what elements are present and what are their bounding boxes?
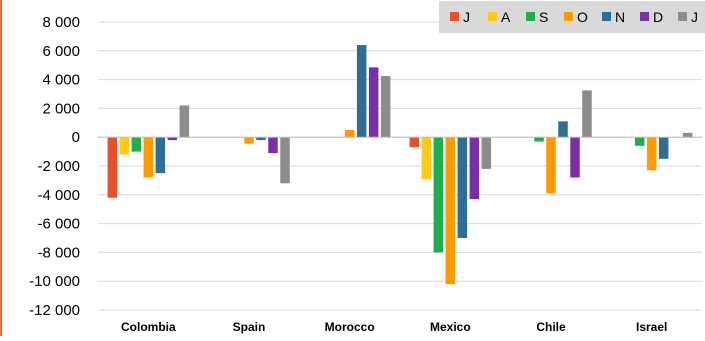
bar [179,105,190,138]
y-tick-label: -2 000 [37,158,80,175]
legend-swatch [564,12,573,21]
bar [682,132,693,138]
bar [570,137,580,178]
bar [244,137,254,144]
legend-label: O [577,9,588,25]
y-tick-label: -10 000 [29,273,80,290]
y-tick-label: -8 000 [37,244,80,261]
legend-swatch [602,12,611,21]
bar [546,137,556,194]
bar [433,137,444,253]
bar [107,137,118,198]
y-tick-label: 6 000 [42,43,80,60]
grid-layer [98,21,702,311]
bar [421,137,432,179]
x-tick-label: Chile [536,320,566,334]
x-tick-label: Morocco [325,320,375,334]
y-tick-label: 8 000 [42,14,80,31]
bar [457,137,468,238]
legend-swatch [678,12,687,21]
bar [534,137,544,142]
legend-label: S [539,9,548,25]
bar [558,121,568,138]
legend-label: D [653,9,663,25]
bar [268,137,278,154]
bar [344,130,355,138]
bar [582,90,592,138]
y-tick-label: 2 000 [42,100,80,117]
bar [143,137,154,178]
bar [131,137,142,152]
bar [469,137,480,200]
y-tick-label: -4 000 [37,187,80,204]
x-tick-label: Mexico [430,320,471,334]
bar [167,137,178,141]
legend-swatch [450,12,459,21]
legend-label: J [691,9,698,25]
legend-swatch [488,12,497,21]
y-tick-label: -12 000 [29,302,80,319]
bar [380,76,391,138]
x-tick-label: Spain [233,320,266,334]
bar [280,137,290,184]
y-tick-label: 4 000 [42,72,80,89]
bar [256,137,266,141]
bar [356,45,367,138]
legend-label: N [615,9,625,25]
axis-layer: 8 000 6 000 4 000 2 000 0 -2 000 -4 000 -6 000 -… [29,14,702,334]
y-tick-label: 0 [72,129,80,146]
legend-label: A [501,9,511,25]
legend-swatch [526,12,535,21]
legend-swatch [640,12,649,21]
x-tick-label: Israel [636,320,667,334]
bar [445,137,456,285]
bar-layer [107,45,693,285]
bar [634,137,645,146]
bar [119,137,130,155]
bar [368,67,379,138]
bar [646,137,657,171]
y-tick-label: -6 000 [37,216,80,233]
x-tick-label: Colombia [121,320,176,334]
bar [155,137,166,174]
bar [658,137,669,159]
legend-label: J [463,9,470,25]
bar [481,137,492,169]
bar [409,137,420,148]
